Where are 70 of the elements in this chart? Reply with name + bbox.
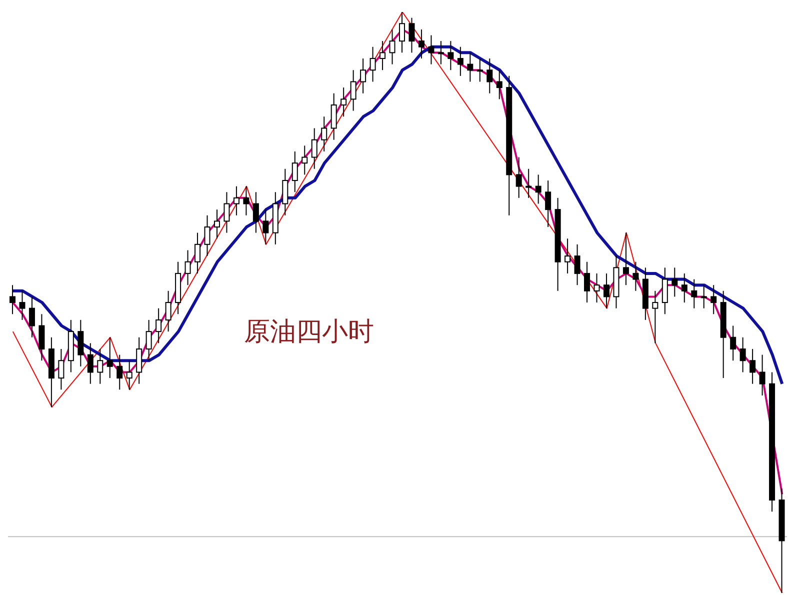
candlestick — [700, 284, 707, 309]
candlestick — [457, 46, 464, 76]
candlestick — [418, 28, 424, 59]
candlestick — [330, 92, 337, 140]
candlestick — [28, 296, 35, 338]
candlestick — [243, 186, 250, 216]
candlestick — [146, 319, 152, 362]
candlestick — [350, 70, 356, 112]
candlestick — [622, 232, 629, 286]
candlestick — [321, 116, 328, 152]
candlestick — [252, 192, 259, 234]
candlestick — [184, 250, 191, 286]
candlestick — [292, 150, 298, 193]
candlestick — [672, 267, 678, 298]
candlestick — [438, 40, 444, 65]
candlestick — [204, 214, 210, 257]
candlestick — [106, 336, 113, 379]
candlestick — [19, 290, 26, 320]
candlestick — [116, 354, 123, 390]
candlestick — [632, 261, 639, 292]
candlestick — [262, 209, 269, 245]
candlestick — [526, 168, 532, 198]
candlestick — [681, 272, 688, 303]
candlestick — [78, 319, 84, 367]
candlestick — [311, 128, 318, 170]
candlestick — [340, 87, 347, 118]
candlestick — [740, 336, 746, 373]
candlestick — [10, 284, 16, 315]
candlestick — [360, 58, 366, 94]
candlestick — [97, 348, 104, 384]
candlestick — [87, 342, 94, 384]
candlestick — [126, 360, 132, 390]
candlestick — [156, 308, 162, 344]
candlestick — [448, 40, 454, 71]
candlestick — [428, 34, 434, 65]
candlestick — [233, 186, 240, 216]
candlestick — [496, 70, 502, 100]
candlestick — [389, 28, 396, 65]
candlestick — [302, 145, 308, 176]
candlestick — [476, 58, 483, 82]
candlestick — [399, 12, 405, 54]
candlestick — [467, 52, 474, 82]
candlestick — [574, 244, 580, 286]
candlestick — [408, 17, 415, 54]
candlestick — [710, 284, 717, 315]
candlestick — [662, 267, 668, 315]
candlestick — [730, 325, 736, 362]
candlestick — [603, 272, 610, 309]
candlestick — [224, 192, 230, 234]
candlestick — [594, 272, 600, 303]
candlestick — [136, 336, 142, 384]
candlestick — [58, 348, 64, 390]
candlestick — [516, 156, 522, 198]
candlestick — [584, 261, 590, 303]
candlestick — [370, 46, 376, 82]
candlestick — [759, 354, 766, 396]
candlestick — [214, 209, 220, 240]
candlestick — [691, 278, 698, 309]
text: 原油四小时 — [244, 316, 374, 349]
candlestick — [282, 168, 288, 216]
candlestick — [652, 290, 658, 344]
candlestick — [486, 58, 493, 94]
candlestick — [535, 174, 542, 204]
candlestick — [194, 232, 201, 274]
candlestick — [380, 40, 386, 71]
candlestick — [545, 180, 552, 228]
candlestick — [564, 238, 571, 274]
candlestick — [38, 314, 45, 362]
candlestick — [165, 290, 172, 332]
candlestick — [750, 348, 756, 384]
